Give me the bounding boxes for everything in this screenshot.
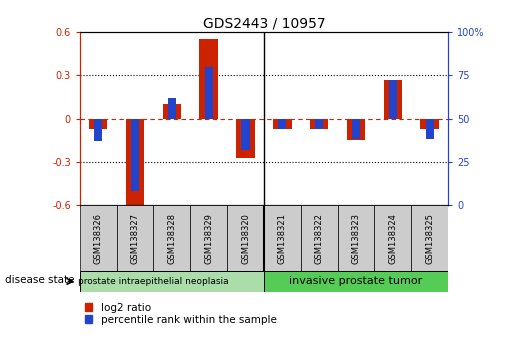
Bar: [338, 205, 374, 271]
Bar: [389, 80, 397, 119]
Legend: log2 ratio, percentile rank within the sample: log2 ratio, percentile rank within the s…: [85, 303, 277, 325]
Bar: [80, 271, 264, 292]
Text: invasive prostate tumor: invasive prostate tumor: [289, 276, 423, 286]
Bar: [310, 119, 329, 129]
Bar: [278, 119, 286, 129]
Bar: [168, 98, 176, 119]
Bar: [204, 67, 213, 119]
Bar: [264, 271, 448, 292]
Bar: [89, 119, 108, 129]
Bar: [347, 119, 365, 140]
Bar: [301, 205, 338, 271]
Bar: [411, 205, 448, 271]
Text: GSM138323: GSM138323: [352, 212, 360, 264]
Bar: [131, 119, 139, 192]
Text: GSM138322: GSM138322: [315, 213, 323, 263]
Bar: [116, 205, 153, 271]
Text: GSM138327: GSM138327: [131, 212, 140, 264]
Text: prostate intraepithelial neoplasia: prostate intraepithelial neoplasia: [78, 277, 229, 286]
Bar: [227, 205, 264, 271]
Bar: [199, 39, 218, 119]
Text: GSM138325: GSM138325: [425, 213, 434, 263]
Title: GDS2443 / 10957: GDS2443 / 10957: [202, 17, 325, 31]
Bar: [264, 205, 301, 271]
Text: GSM138329: GSM138329: [204, 213, 213, 263]
Bar: [236, 119, 255, 158]
Bar: [374, 205, 411, 271]
Bar: [163, 104, 181, 119]
Bar: [425, 119, 434, 139]
Bar: [153, 205, 191, 271]
Text: GSM138321: GSM138321: [278, 213, 287, 263]
Bar: [191, 205, 227, 271]
Text: disease state: disease state: [5, 275, 75, 285]
Bar: [273, 119, 291, 129]
Bar: [352, 119, 360, 139]
Text: GSM138326: GSM138326: [94, 212, 102, 264]
Text: GSM138324: GSM138324: [388, 213, 397, 263]
Bar: [80, 205, 117, 271]
Text: GSM138328: GSM138328: [167, 212, 176, 264]
Bar: [242, 119, 250, 150]
Bar: [315, 119, 323, 129]
Text: GSM138320: GSM138320: [241, 213, 250, 263]
Bar: [94, 119, 102, 141]
Bar: [126, 119, 144, 205]
Bar: [384, 80, 402, 119]
Bar: [420, 119, 439, 129]
